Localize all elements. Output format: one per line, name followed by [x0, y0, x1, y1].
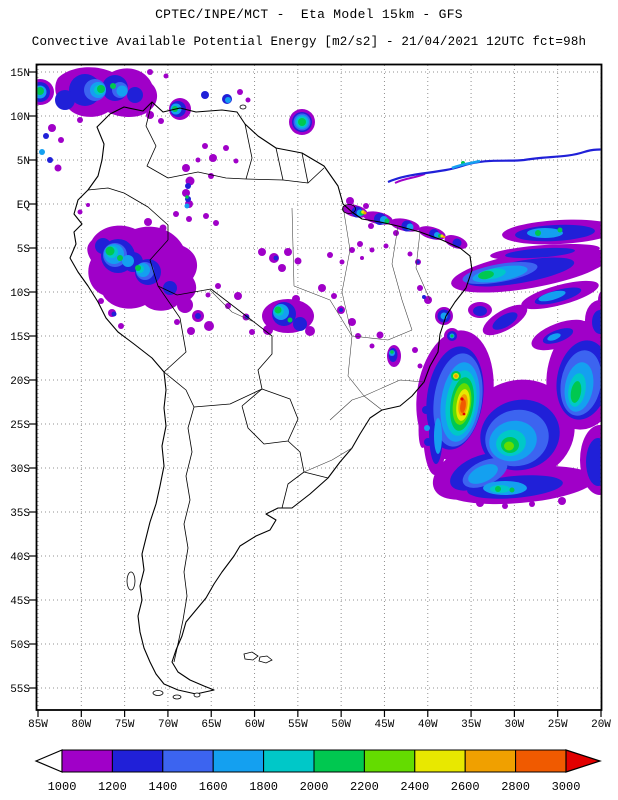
colorbar-segment: [363, 749, 416, 773]
state-borders: [209, 205, 431, 473]
colorbar-tick-label: 2800: [501, 780, 530, 794]
lon-label: 35W: [461, 719, 481, 731]
colorbar-tick-label: 2400: [400, 780, 429, 794]
lon-label: 55W: [288, 719, 308, 731]
lon-label: 70W: [158, 719, 178, 731]
colorbar-segment: [414, 749, 466, 773]
cape-shading-2800-3000: [460, 399, 466, 413]
lon-label: 60W: [245, 719, 265, 731]
lat-label: 50S: [10, 640, 30, 652]
colorbar-tick-label: 1800: [249, 780, 278, 794]
lat-label: 40S: [10, 552, 30, 564]
colorbar-above-max-arrow: [565, 749, 602, 773]
islands: [126, 104, 356, 700]
lon-label: 80W: [71, 719, 91, 731]
colorbar-tick-label: 1600: [199, 780, 228, 794]
lat-label: 30S: [10, 464, 30, 476]
lon-label: 75W: [115, 719, 135, 731]
map-frame: [35, 63, 603, 711]
cape-filament-streaks: [387, 148, 601, 184]
colorbar-segment: [464, 749, 517, 773]
lon-label: 30W: [504, 719, 524, 731]
lon-label: 25W: [548, 719, 568, 731]
colorbar-segment: [263, 749, 315, 773]
colorbar: 1000 1200 1400 1600 1800 2000 2200 2400 2600 2800…: [34, 749, 602, 794]
colorbar-segment: [162, 749, 214, 773]
lat-label: 45S: [10, 596, 30, 608]
colorbar-tick-label: 3000: [552, 780, 581, 794]
lat-label: 5N: [17, 156, 30, 168]
colorbar-segment: [515, 749, 567, 773]
lat-label: 15N: [10, 68, 30, 80]
lat-label: 20S: [10, 376, 30, 388]
lon-label: 65W: [201, 719, 221, 731]
colorbar-tick-label: 1000: [48, 780, 77, 794]
colorbar-tick-label: 2600: [451, 780, 480, 794]
lat-label: 55S: [10, 684, 30, 696]
colorbar-below-min-arrow: [34, 749, 63, 773]
colorbar-tick-label: 2000: [300, 780, 329, 794]
lat-label: EQ: [17, 200, 31, 212]
colorbar-segment: [212, 749, 265, 773]
title-line-2: Convective Available Potential Energy [m…: [31, 35, 587, 49]
lat-label: 15S: [10, 332, 30, 344]
colorbar-tick-label: 1400: [148, 780, 177, 794]
colorbar-segment: [111, 749, 164, 773]
axes: 15N 10N 5N EQ 5S 10S 15S 20S 25S 30S 35S 40S 45S 50S 5…: [10, 68, 611, 731]
colorbar-tick-label: 2200: [350, 780, 379, 794]
lon-label: 20W: [591, 719, 611, 731]
cape-shading-above-3000: [460, 397, 466, 416]
lat-label: 25S: [10, 420, 30, 432]
colorbar-segment: [313, 749, 365, 773]
lat-label: 35S: [10, 508, 30, 520]
title-line-1: CPTEC/INPE/MCT - Eta Model 15km - GFS: [155, 7, 463, 22]
lon-label: 85W: [28, 719, 48, 731]
colorbar-tick-label: 1200: [98, 780, 127, 794]
lon-label: 45W: [375, 719, 395, 731]
lat-label: 10N: [10, 112, 30, 124]
colorbar-segment: [61, 749, 113, 773]
country-borders: [87, 101, 329, 663]
lat-label: 5S: [17, 244, 31, 256]
lon-label: 40W: [418, 719, 438, 731]
lat-label: 10S: [10, 288, 30, 300]
lon-label: 50W: [331, 719, 351, 731]
coastline: [69, 101, 473, 695]
cape-field: [37, 67, 601, 509]
